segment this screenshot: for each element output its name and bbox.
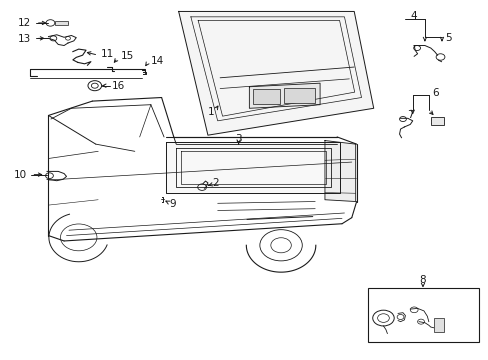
Text: 12: 12	[18, 18, 31, 28]
Text: 2: 2	[211, 178, 218, 188]
Text: 1: 1	[207, 107, 214, 117]
Text: 7: 7	[407, 110, 413, 120]
Bar	[283, 88, 315, 103]
Text: 15: 15	[121, 51, 134, 61]
Text: 4: 4	[410, 11, 417, 21]
Text: 13: 13	[18, 34, 31, 44]
Bar	[430, 117, 444, 126]
Text: 14: 14	[151, 56, 164, 66]
Bar	[433, 318, 444, 332]
Bar	[367, 288, 478, 342]
Polygon shape	[178, 12, 373, 135]
Bar	[252, 89, 279, 104]
Text: 10: 10	[13, 170, 26, 180]
Polygon shape	[325, 140, 355, 202]
Text: 8: 8	[419, 275, 426, 285]
Polygon shape	[249, 83, 320, 108]
Text: 16: 16	[112, 81, 125, 91]
Text: 11: 11	[101, 49, 114, 59]
Text: 6: 6	[431, 88, 438, 98]
Text: 9: 9	[169, 199, 176, 210]
Polygon shape	[166, 142, 339, 193]
Bar	[55, 21, 68, 25]
Text: 5: 5	[445, 33, 451, 43]
Text: 3: 3	[235, 134, 242, 144]
